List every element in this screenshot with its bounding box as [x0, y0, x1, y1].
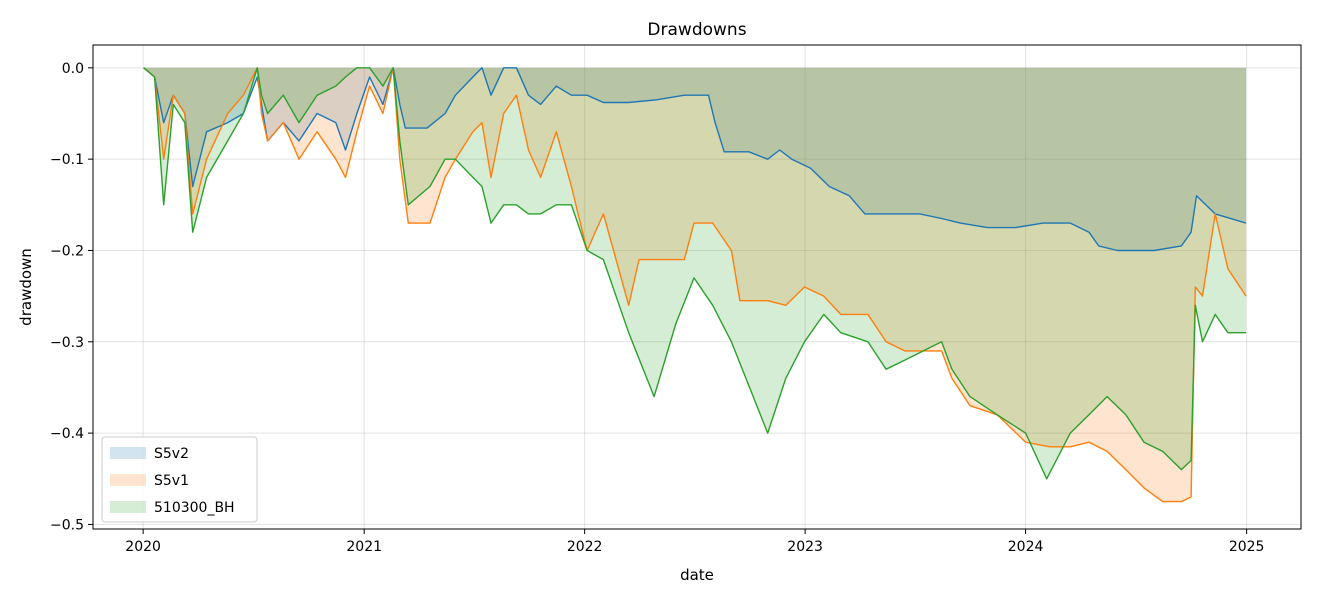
chart-title: Drawdowns	[647, 20, 746, 40]
plot-frame	[92, 44, 1302, 530]
x-tick-label: 2021	[346, 539, 382, 555]
legend-box	[101, 436, 258, 523]
area-s5v2	[143, 67, 1247, 251]
legend-swatch-510300-bh	[110, 501, 146, 513]
legend-label-s5v2: S5v2	[154, 446, 189, 462]
legend-swatch-s5v1	[110, 474, 146, 486]
series-lines	[143, 67, 1247, 503]
y-axis-label: drawdown	[17, 248, 35, 326]
y-tick-label: −0.1	[50, 152, 84, 168]
y-tick-label: −0.3	[50, 335, 84, 351]
y-tick-label: 0.0	[62, 61, 84, 77]
y-tick-label: −0.4	[50, 426, 84, 442]
y-tick-label: −0.2	[50, 243, 84, 259]
x-axis-label: date	[680, 566, 714, 584]
line-s5v1	[143, 67, 1247, 503]
x-tick-label: 2022	[567, 539, 603, 555]
line-510300-bh	[143, 67, 1246, 480]
legend-swatch-s5v2	[110, 447, 146, 459]
grid	[93, 45, 1301, 529]
area-510300-bh	[143, 67, 1247, 479]
x-tick-label: 2025	[1229, 539, 1265, 555]
x-tick-label: 2020	[125, 539, 161, 555]
legend: S5v2 S5v1 510300_BH	[101, 436, 258, 523]
y-axis-ticks: 0.0 −0.1 −0.2 −0.3 −0.4 −0.5	[50, 61, 93, 533]
x-tick-label: 2024	[1008, 539, 1044, 555]
series-areas	[143, 67, 1247, 502]
x-axis-ticks: 2020 2021 2022 2023 2024 2025	[125, 529, 1264, 555]
x-tick-label: 2023	[787, 539, 823, 555]
area-s5v1	[143, 67, 1247, 502]
y-tick-label: −0.5	[50, 517, 84, 533]
legend-label-510300-bh: 510300_BH	[154, 500, 235, 516]
legend-label-s5v1: S5v1	[154, 473, 189, 489]
